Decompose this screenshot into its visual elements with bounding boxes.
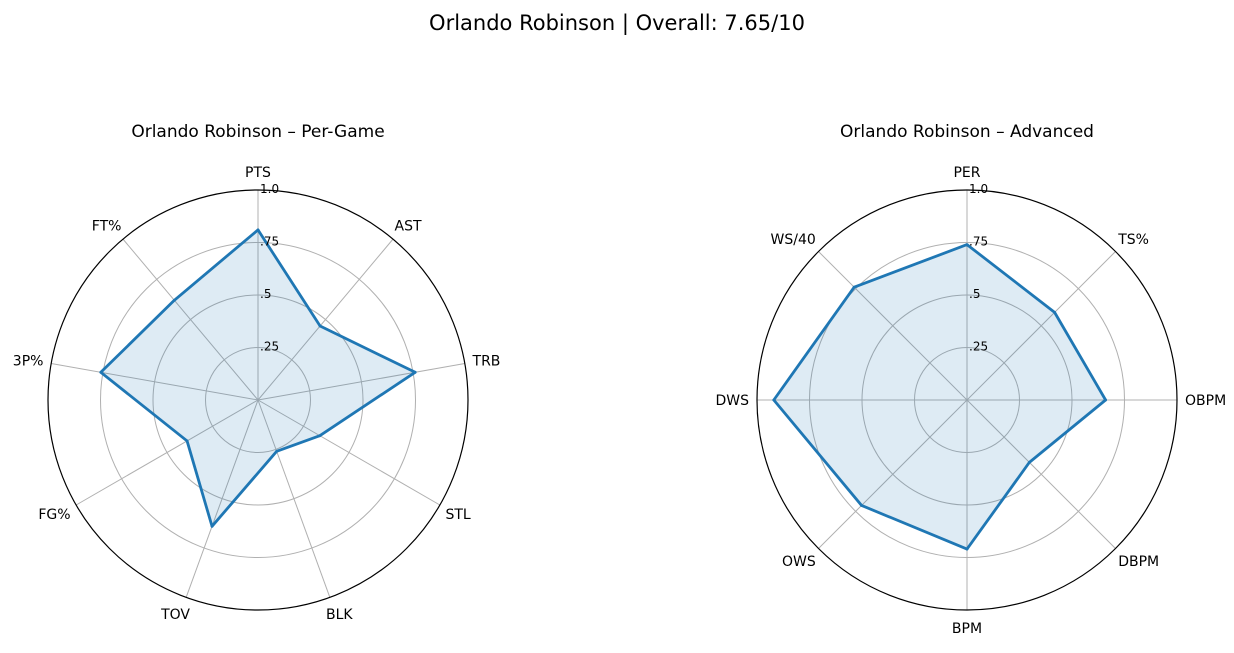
series-area [773, 244, 1106, 550]
radial-tick-label: .25 [260, 340, 279, 354]
axis-label-trb: TRB [472, 353, 501, 369]
radial-tick-label: .25 [969, 340, 988, 354]
data-point-blk [275, 449, 279, 453]
data-point-bpm [965, 547, 969, 551]
figure-suptitle: Orlando Robinson | Overall: 7.65/10 [429, 11, 805, 36]
data-point-ows [860, 504, 863, 507]
radial-tick-label: .5 [969, 287, 980, 301]
axis-label-ft-pct: FT% [92, 218, 122, 234]
panel-title: Orlando Robinson – Per-Game [131, 122, 384, 142]
spoke-line [818, 251, 968, 401]
axis-label-fg-pct: FG% [38, 507, 70, 523]
radial-tick-label: 1.0 [969, 182, 988, 196]
data-point-ws-40 [852, 285, 856, 289]
panel-title: Orlando Robinson – Advanced [840, 122, 1094, 142]
spoke-line [185, 399, 259, 598]
radar-chart-per-game: Orlando Robinson – Per-Game .25 .5 .75 1.0PT… [13, 122, 501, 623]
data-point-per [965, 243, 969, 247]
data-point-ts-pct [1053, 310, 1057, 314]
spoke-line [75, 399, 259, 506]
data-point-3p-pct [99, 370, 103, 374]
axis-label-3p-pct: 3P% [13, 353, 44, 369]
axis-label-blk: BLK [326, 607, 353, 623]
axis-label-ast: AST [395, 218, 422, 234]
axis-label-pts: PTS [245, 165, 271, 181]
radial-tick-label: 1.0 [260, 182, 279, 196]
spoke-line [257, 363, 465, 401]
spoke-line [966, 399, 1116, 549]
data-point-dws [772, 398, 776, 402]
data-point-tov [210, 524, 214, 528]
radar-chart-advanced: Orlando Robinson – Advanced .25 .5 .75 1.0PE… [715, 122, 1226, 637]
axis-label-ws-40: WS/40 [771, 232, 816, 248]
axis-label-obpm: OBPM [1185, 393, 1226, 409]
spoke-line [257, 238, 394, 401]
radial-tick-label: .75 [260, 235, 279, 249]
data-point-ft-pct [172, 298, 176, 302]
data-point-ast [318, 324, 322, 328]
spoke-line [257, 399, 441, 506]
data-point-pts [256, 228, 260, 232]
data-point-trb [413, 370, 417, 374]
axis-label-stl: STL [445, 507, 470, 523]
axis-label-bpm: BPM [952, 621, 982, 637]
spoke-line [122, 238, 259, 401]
axis-label-per: PER [953, 165, 980, 181]
radial-tick-label: .75 [969, 235, 988, 249]
spoke-line [51, 363, 259, 401]
axis-label-dws: DWS [715, 393, 749, 409]
data-point-stl [318, 434, 322, 438]
spoke-line [818, 399, 968, 549]
data-point-dbpm [1027, 460, 1031, 464]
radial-tick-label: .5 [260, 287, 271, 301]
data-point-fg-pct [185, 439, 189, 443]
axis-label-ts-pct: TS% [1117, 232, 1149, 248]
spoke-line [966, 251, 1116, 401]
data-point-obpm [1104, 398, 1107, 402]
polar-frame [756, 189, 1178, 611]
axis-label-ows: OWS [782, 554, 816, 570]
axis-label-dbpm: DBPM [1118, 554, 1159, 570]
series-area [100, 229, 416, 527]
polar-frame [47, 189, 469, 611]
spoke-line [257, 399, 331, 598]
axis-label-tov: TOV [160, 607, 190, 623]
series-line [99, 228, 417, 528]
